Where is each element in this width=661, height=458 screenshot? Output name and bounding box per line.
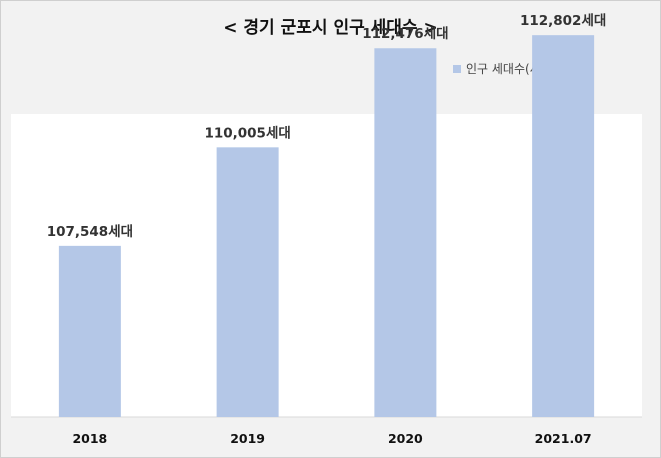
x-tick-label-2019: 2019 (230, 431, 265, 446)
bar-2020 (374, 48, 437, 418)
data-label-2020: 112,476세대 (362, 26, 448, 42)
bar-2021.07 (532, 35, 595, 418)
data-label-2019: 110,005세대 (204, 125, 290, 141)
data-label-2021.07: 112,802세대 (520, 13, 606, 29)
bar-2019 (216, 147, 279, 417)
chart-title: < 경기 군포시 인구 세대수 > (223, 18, 438, 38)
legend-swatch (453, 64, 461, 73)
x-tick-label-2020: 2020 (388, 431, 423, 446)
x-tick-label-2021.07: 2021.07 (535, 431, 592, 446)
x-tick-label-2018: 2018 (72, 431, 107, 446)
bar-2018 (58, 245, 121, 417)
data-label-2018: 107,548세대 (47, 224, 133, 240)
